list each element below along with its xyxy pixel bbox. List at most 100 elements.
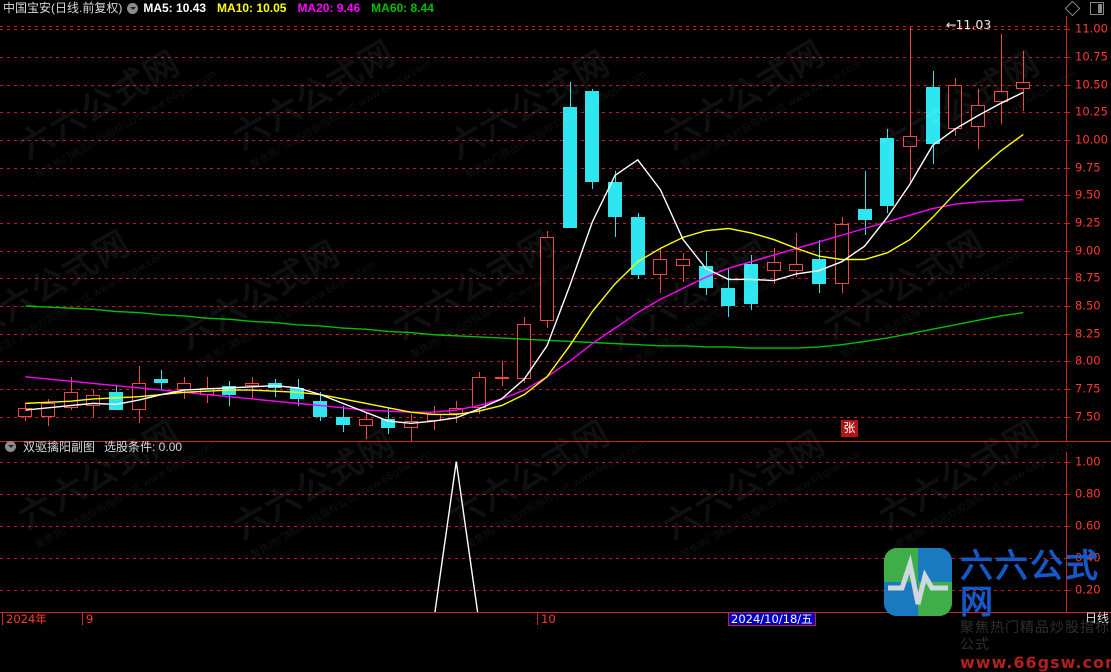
axis-tick xyxy=(1066,29,1070,31)
candle-wick xyxy=(252,376,253,399)
axis-tick xyxy=(1066,388,1070,390)
date-label-oct: 10 xyxy=(537,613,556,625)
price-plot-area[interactable]: ←11.03←7.10张 xyxy=(0,16,1066,441)
axis-tick xyxy=(1066,333,1070,335)
chart-header: 中国宝安(日线.前复权) MA5: 10.43 MA10: 10.05 MA20… xyxy=(0,0,1111,16)
axis-tick-label: 0.80 xyxy=(1075,486,1101,501)
candle-body xyxy=(858,208,873,220)
axis-tick xyxy=(1066,250,1070,252)
candle-wick xyxy=(366,412,367,439)
candle-body xyxy=(926,86,941,145)
candle-wick xyxy=(865,170,866,236)
grid-line xyxy=(0,250,1066,252)
grid-line xyxy=(0,589,1066,591)
panel-divider xyxy=(0,441,1111,442)
sub-panel-header: 双驱擒阳副图 选股条件: 0.00 xyxy=(0,440,1111,454)
candle-body xyxy=(109,392,124,410)
axis-tick xyxy=(1066,589,1070,591)
date-label-sep: 9 xyxy=(82,613,93,625)
grid-line xyxy=(0,222,1066,224)
chevron-down-circle-icon[interactable] xyxy=(5,441,16,452)
ma60-line xyxy=(25,305,1024,349)
candle-body xyxy=(359,418,374,426)
axis-tick xyxy=(1066,361,1070,363)
date-axis: 2024年 9 10 2024/10/18/五 日线 xyxy=(0,611,1111,626)
axis-tick-label: 10.50 xyxy=(1075,77,1108,92)
axis-spine xyxy=(1066,452,1067,612)
candle-body xyxy=(245,383,260,386)
candle-body xyxy=(336,416,351,426)
grid-line xyxy=(0,416,1066,418)
candle-body xyxy=(835,224,850,284)
stock-title[interactable]: 中国宝安(日线.前复权) xyxy=(3,1,123,15)
candle-body xyxy=(721,288,736,306)
axis-tick xyxy=(1066,525,1070,527)
logo-mark-icon xyxy=(884,548,952,616)
axis-tick-label: 9.50 xyxy=(1075,187,1101,202)
candle-body xyxy=(880,137,895,207)
axis-tick xyxy=(1066,278,1070,280)
axis-tick-label: 8.50 xyxy=(1075,298,1101,313)
candle-wick xyxy=(275,379,276,397)
diamond-icon[interactable] xyxy=(1064,0,1081,16)
axis-tick xyxy=(1066,112,1070,114)
axis-tick xyxy=(1066,222,1070,224)
candle-wick xyxy=(502,361,503,386)
date-axis-line xyxy=(0,612,1111,613)
candle-wick xyxy=(411,414,412,441)
period-label[interactable]: 日线 xyxy=(1084,611,1109,625)
ma20-line xyxy=(25,199,1024,413)
logo-url: www.66gsw.com xyxy=(960,653,1111,672)
candle-body xyxy=(631,217,646,275)
candle-body xyxy=(495,376,510,379)
candle-body xyxy=(744,263,759,304)
grid-line xyxy=(0,557,1066,559)
axis-tick xyxy=(1066,461,1070,463)
candle-body xyxy=(676,259,691,267)
axis-spine xyxy=(1066,16,1067,441)
candle-wick xyxy=(796,232,797,278)
axis-tick-label: 0.20 xyxy=(1075,582,1101,597)
axis-tick-label: 8.25 xyxy=(1075,326,1101,341)
axis-tick-label: 10.00 xyxy=(1075,132,1108,147)
axis-tick xyxy=(1066,416,1070,418)
high-price-annotation: ←11.03 xyxy=(946,16,992,32)
axis-tick xyxy=(1066,195,1070,197)
candle-body xyxy=(41,403,56,417)
price-panel: ←11.03←7.10张 11.00 10.75 10.50 10.25 10.00 9.… xyxy=(0,16,1111,441)
indicator-name[interactable]: 双驱擒阳副图 xyxy=(23,440,96,454)
axis-tick-label: 11.00 xyxy=(1075,21,1108,36)
candle-body xyxy=(154,379,169,384)
candle-wick xyxy=(683,252,684,282)
ma5-line xyxy=(25,91,1024,424)
axis-tick-label: 7.50 xyxy=(1075,409,1101,424)
grid-line xyxy=(0,56,1066,58)
ma10-readout: MA10: 10.05 xyxy=(217,1,287,15)
indicator-plot-area[interactable] xyxy=(0,452,1066,612)
axis-tick-label: 8.00 xyxy=(1075,353,1101,368)
candle-body xyxy=(585,91,600,182)
indicator-axis: 1.00 0.80 0.60 0.40 0.20 xyxy=(1066,452,1111,612)
grid-line xyxy=(0,167,1066,169)
grid-line xyxy=(0,29,1066,31)
selected-date-label[interactable]: 2024/10/18/五 xyxy=(728,612,816,626)
grid-line xyxy=(0,112,1066,114)
axis-tick xyxy=(1066,493,1070,495)
axis-tick-label: 8.75 xyxy=(1075,270,1101,285)
candle-body xyxy=(994,91,1009,103)
grid-line xyxy=(0,139,1066,141)
logo-brand: 六六公式网 xyxy=(960,546,1100,621)
ma5-readout: MA5: 10.43 xyxy=(143,1,207,15)
chevron-down-circle-icon[interactable] xyxy=(127,2,139,14)
candle-body xyxy=(903,135,918,147)
candle-wick xyxy=(910,25,911,185)
axis-tick-label: 10.25 xyxy=(1075,104,1108,119)
axis-tick xyxy=(1066,167,1070,169)
window-split-icon[interactable] xyxy=(1090,1,1104,15)
grid-line xyxy=(0,493,1066,495)
grid-line xyxy=(0,525,1066,527)
axis-tick xyxy=(1066,84,1070,86)
axis-tick-label: 0.40 xyxy=(1075,550,1101,565)
axis-tick-label: 9.75 xyxy=(1075,160,1101,175)
grid-line xyxy=(0,361,1066,363)
